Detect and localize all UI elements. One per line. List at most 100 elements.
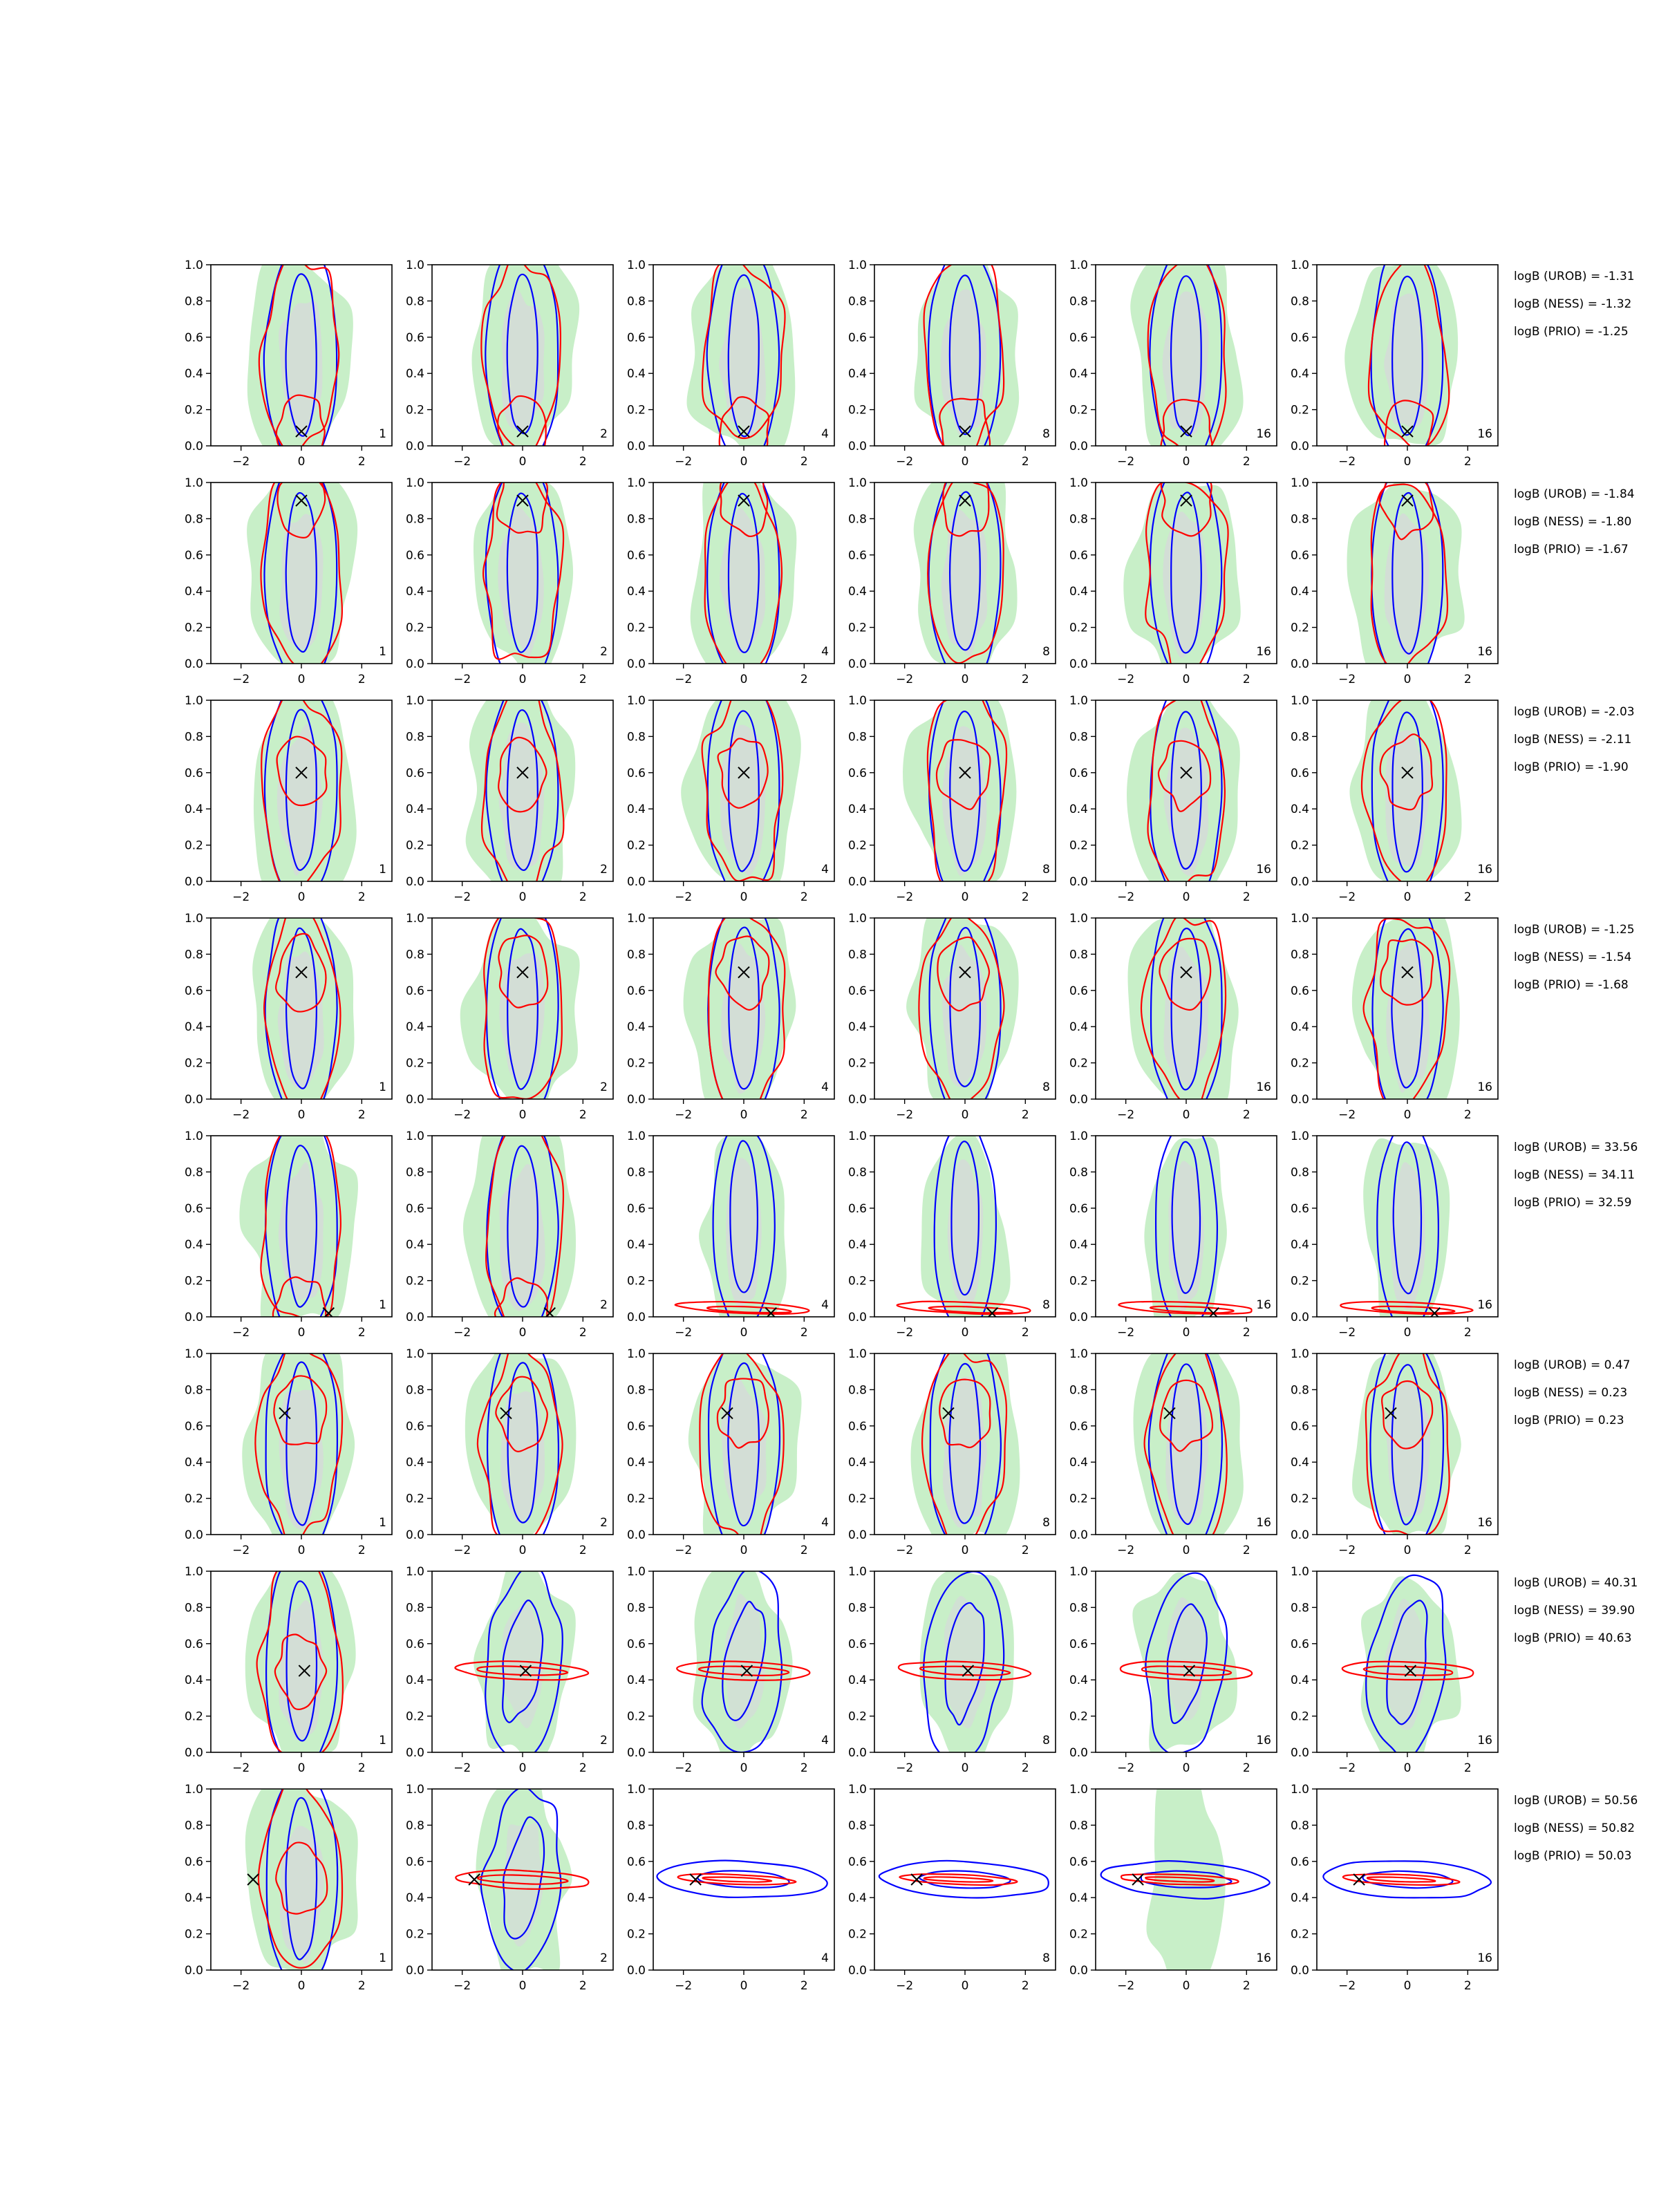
panel-label: 16 — [1477, 645, 1492, 659]
x-tick-label: 2 — [1022, 1761, 1029, 1775]
contour-blue-inner — [502, 1600, 544, 1723]
contour-red-outer — [1120, 1873, 1239, 1886]
y-tick-label: 0.2 — [1291, 1492, 1309, 1506]
x-tick-label: 0 — [1404, 890, 1412, 904]
x-tick-label: 2 — [800, 455, 808, 469]
y-tick-label: 0.6 — [627, 1420, 646, 1434]
y-tick-label: 0.2 — [848, 839, 867, 853]
y-tick-label: 0.0 — [627, 440, 646, 453]
contour-red-inner — [1366, 1876, 1436, 1883]
x-tick-label: 2 — [800, 1979, 808, 1993]
x-tick-label: 0 — [740, 1326, 748, 1340]
panel-r4-c1: −2 0 2 0.0 0.2 0.4 0.6 0.8 1.0 1 — [185, 912, 393, 1122]
panel-label: 16 — [1477, 863, 1492, 877]
true-value-marker — [740, 1665, 753, 1677]
contour-red-inner — [1141, 1665, 1232, 1676]
panel-r2-c2: −2 0 2 0.0 0.2 0.4 0.6 0.8 1.0 2 — [406, 476, 614, 686]
x-tick-label: 2 — [1243, 1544, 1250, 1557]
true-value-marker — [516, 966, 529, 979]
y-tick-label: 0.2 — [627, 1275, 646, 1288]
y-tick-label: 0.4 — [185, 1020, 203, 1034]
true-value-marker — [1385, 1407, 1397, 1420]
contour-red-outer — [921, 1353, 1008, 1535]
x-tick-label: 2 — [1243, 673, 1250, 686]
y-tick-label: 0.6 — [848, 549, 867, 563]
contour-red-inner — [498, 935, 549, 1009]
y-tick-label: 0.8 — [1291, 730, 1309, 744]
y-tick-label: 0.8 — [406, 730, 424, 744]
contour-blue-inner — [506, 492, 538, 653]
y-tick-label: 0.4 — [406, 1020, 424, 1034]
contour-red-outer — [1147, 700, 1226, 881]
contour-blue-outer — [706, 265, 780, 446]
true-value-marker — [519, 1665, 532, 1677]
y-tick-label: 1.0 — [627, 694, 646, 708]
x-tick-label: −2 — [1117, 1326, 1134, 1340]
y-tick-label: 0.8 — [848, 1383, 867, 1397]
y-tick-label: 0.0 — [185, 657, 203, 671]
contour-red-outer — [483, 918, 563, 1099]
y-tick-label: 0.4 — [848, 367, 867, 381]
y-tick-label: 0.4 — [406, 1674, 424, 1687]
y-tick-label: 0.4 — [627, 1020, 646, 1034]
x-tick-label: 0 — [962, 1544, 969, 1557]
y-tick-label: 0.2 — [1069, 404, 1088, 418]
y-tick-label: 1.0 — [627, 912, 646, 926]
contour-red-inner — [276, 482, 326, 538]
true-value-marker — [738, 767, 750, 779]
panel-label: 4 — [821, 427, 829, 441]
y-tick-label: 1.0 — [1069, 1565, 1088, 1579]
x-tick-label: 2 — [579, 1326, 587, 1340]
contour-blue-outer — [1376, 1136, 1440, 1317]
y-tick-label: 0.4 — [1069, 1456, 1088, 1470]
logb-annotation-2: logB (NESS) = 0.23 — [1514, 1386, 1627, 1400]
contour-red-outer — [897, 1660, 1032, 1681]
panel-r1-c3: −2 0 2 0.0 0.2 0.4 0.6 0.8 1.0 4 — [627, 259, 835, 469]
contour-blue-inner — [944, 1602, 985, 1726]
contour-blue-outer — [263, 482, 338, 664]
x-tick-label: −2 — [1117, 455, 1134, 469]
contour-red-outer — [1367, 265, 1450, 446]
y-tick-label: 0.4 — [1069, 1891, 1088, 1905]
contour-red-inner — [495, 1376, 548, 1452]
logb-annotation-3: logB (PRIO) = -1.90 — [1514, 760, 1629, 774]
y-tick-label: 1.0 — [1069, 1130, 1088, 1143]
x-tick-label: 2 — [1464, 1761, 1472, 1775]
panel-r1-c6: −2 0 2 0.0 0.2 0.4 0.6 0.8 1.0 16 — [1291, 259, 1499, 469]
panel-label: 4 — [821, 1298, 829, 1312]
y-tick-label: 0.0 — [848, 1528, 867, 1542]
contour-red-inner — [1380, 939, 1434, 1006]
x-tick-label: 0 — [298, 890, 306, 904]
panel-label: 8 — [1042, 645, 1050, 659]
logb-annotation-2: logB (NESS) = 34.11 — [1514, 1168, 1635, 1182]
contour-red-inner — [716, 1378, 769, 1449]
x-tick-label: 2 — [1464, 1979, 1472, 1993]
y-tick-label: 0.4 — [185, 1238, 203, 1252]
y-tick-label: 0.4 — [1291, 1238, 1309, 1252]
panel-r8-c6: −2 0 2 0.0 0.2 0.4 0.6 0.8 1.0 16 — [1291, 1783, 1499, 1993]
y-tick-label: 0.0 — [1291, 875, 1309, 889]
panel-label: 1 — [379, 1516, 386, 1530]
y-tick-label: 1.0 — [1291, 1783, 1309, 1797]
y-tick-label: 0.0 — [1291, 1964, 1309, 1978]
contour-red-outer — [704, 482, 783, 664]
panel-label: 1 — [379, 863, 386, 877]
y-tick-label: 0.4 — [1069, 367, 1088, 381]
contour-blue-outer — [706, 482, 780, 664]
contour-red-inner — [276, 735, 328, 807]
contour-red-inner — [718, 396, 770, 446]
x-tick-label: −2 — [675, 455, 692, 469]
x-tick-label: −2 — [675, 673, 692, 686]
contour-blue-outer — [486, 1353, 560, 1535]
y-tick-label: 0.2 — [1291, 404, 1309, 418]
y-tick-label: 0.4 — [406, 1456, 424, 1470]
logb-annotation-1: logB (UROB) = -1.84 — [1514, 487, 1635, 501]
x-tick-label: 0 — [740, 1544, 748, 1557]
y-tick-label: 0.0 — [406, 1311, 424, 1324]
true-value-marker — [1183, 1665, 1196, 1677]
y-tick-label: 1.0 — [1291, 694, 1309, 708]
y-tick-label: 0.8 — [1069, 1819, 1088, 1833]
contour-red-outer — [1145, 482, 1229, 664]
y-tick-label: 1.0 — [185, 1347, 203, 1361]
y-tick-label: 0.6 — [406, 331, 424, 345]
